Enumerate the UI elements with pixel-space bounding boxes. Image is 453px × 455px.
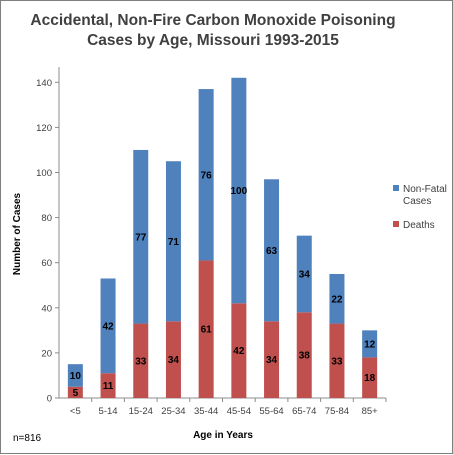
data-label-non-fatal-1: 42 [102,321,114,332]
bar-deaths-7 [296,312,312,398]
data-label-non-fatal-4: 76 [201,170,213,181]
data-label-deaths-6: 34 [266,355,278,366]
data-label-deaths-3: 34 [168,355,180,366]
bar-non-fatal-6 [264,179,280,322]
bar-deaths-0 [67,386,83,398]
bar-deaths-4 [198,260,214,398]
data-label-deaths-2: 33 [135,356,147,367]
legend: Non-Fatal Cases Deaths [393,184,447,231]
bars: 5 10 11 42 33 77 34 71 61 76 42 100 34 63 38 34 33 22 18 12 [67,77,378,399]
bar-non-fatal-9 [362,330,378,358]
y-tick-label: 80 [41,213,52,224]
bar-deaths-9 [362,357,378,398]
data-label-deaths-4: 61 [201,325,213,336]
bar-deaths-5 [231,303,247,398]
legend-label-non-fatal-line-1: Non-Fatal [403,184,447,195]
bar-non-fatal-5 [231,77,247,304]
y-axis-ticks: 0 20 40 60 80 100 120 140 [36,78,59,405]
y-tick-label: 140 [36,78,52,89]
x-axis-ticks: <5 5-14 15-24 25-34 35-44 45-54 55-64 65-74 75-8… [70,398,387,417]
bar-non-fatal-0 [67,364,83,387]
data-label-deaths-8: 33 [331,356,343,367]
y-tick-label: 40 [41,303,52,314]
x-tick-label: 35-44 [194,406,218,417]
data-label-deaths-0: 5 [73,388,79,399]
chart-title-line-2: Cases by Age, Missouri 1993-2015 [87,32,339,49]
legend-swatch-deaths [393,221,399,227]
data-label-non-fatal-9: 12 [364,339,376,350]
bar-deaths-3 [165,321,181,398]
y-tick-label: 20 [41,348,52,359]
data-label-non-fatal-7: 34 [299,269,311,280]
x-axis-title: Age in Years [193,430,253,441]
bar-non-fatal-8 [329,273,345,324]
data-label-deaths-7: 38 [299,351,311,362]
bar-non-fatal-7 [296,235,312,313]
x-tick-label: 55-64 [259,406,283,417]
x-tick-label: 45-54 [227,406,251,417]
bar-deaths-6 [264,321,280,398]
legend-label-non-fatal-line-2: Cases [403,196,431,207]
x-tick-label: 85+ [362,406,379,417]
data-label-non-fatal-0: 10 [70,371,82,382]
data-label-non-fatal-2: 77 [135,232,147,243]
chart-title-line-1: Accidental, Non-Fire Carbon Monoxide Poi… [30,12,395,29]
data-label-non-fatal-8: 22 [331,294,343,305]
y-tick-label: 0 [47,394,52,405]
y-axis-title: Number of Cases [12,192,23,275]
bar-non-fatal-3 [165,161,181,322]
legend-label-deaths: Deaths [403,220,435,231]
x-tick-label: 65-74 [292,406,316,417]
legend-swatch-non-fatal [393,185,399,191]
bar-non-fatal-4 [198,89,214,261]
bar-deaths-8 [329,323,345,398]
data-label-deaths-5: 42 [233,346,245,357]
bar-deaths-2 [133,323,149,398]
data-label-non-fatal-5: 100 [231,186,248,197]
data-label-deaths-9: 18 [364,373,376,384]
y-tick-label: 60 [41,258,52,269]
data-label-non-fatal-6: 63 [266,246,278,257]
data-label-deaths-1: 11 [103,381,114,392]
data-label-non-fatal-3: 71 [168,237,180,248]
y-tick-label: 100 [36,168,52,179]
x-tick-label: 15-24 [129,406,153,417]
bar-non-fatal-1 [100,278,116,374]
x-tick-label: 25-34 [161,406,185,417]
bar-deaths-1 [100,373,116,398]
x-tick-label: <5 [70,406,81,417]
sample-size-note: n=816 [13,433,42,444]
x-tick-label: 75-84 [325,406,349,417]
bar-non-fatal-2 [133,149,149,324]
y-tick-label: 120 [36,123,52,134]
x-tick-label: 5-14 [99,406,118,417]
